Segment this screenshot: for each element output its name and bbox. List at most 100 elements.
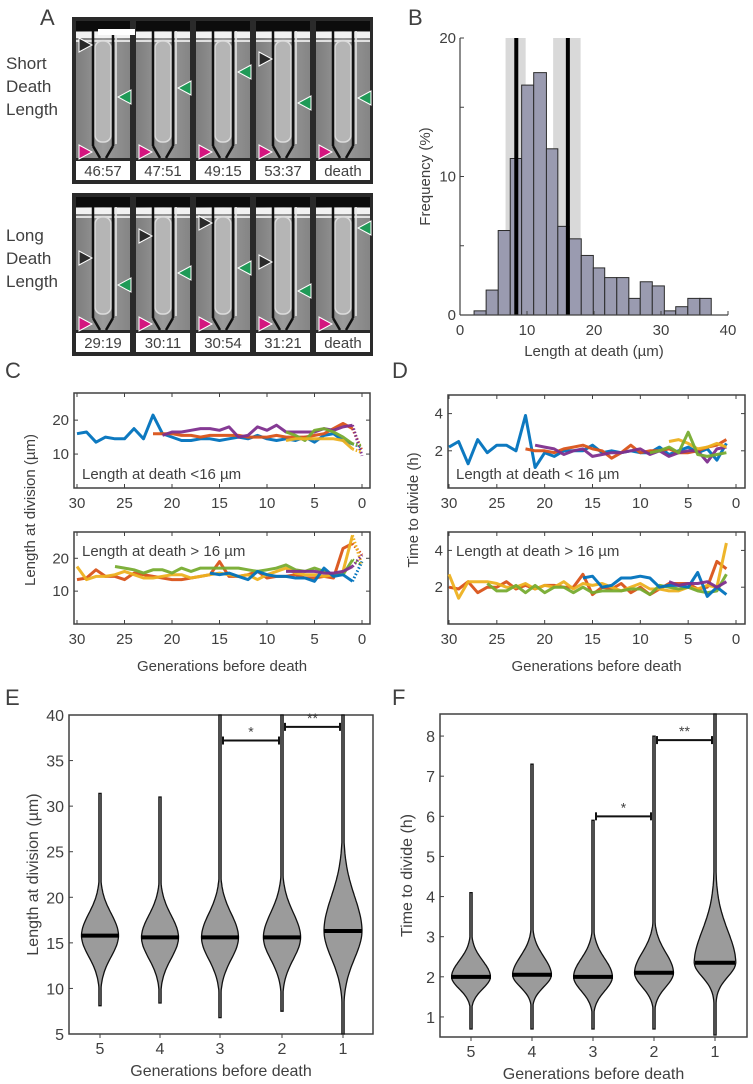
black-arrow-icon xyxy=(78,37,94,53)
plot-frame xyxy=(73,392,371,489)
x-tick-label: 0 xyxy=(358,631,366,648)
x-tick-label: 40 xyxy=(720,322,737,339)
timestamp-box xyxy=(76,333,130,352)
channel-outlet xyxy=(211,145,235,159)
green-arrow-icon xyxy=(296,283,312,299)
timestamp-label: 31:21 xyxy=(264,335,302,352)
green-arrow-icon xyxy=(176,265,192,281)
cell-body xyxy=(334,40,352,143)
violin-shape xyxy=(323,714,363,1035)
channel-outlet xyxy=(151,145,175,159)
y-tick-label: 15 xyxy=(46,936,64,953)
channel-outlet xyxy=(91,317,115,331)
subset-annotation: Length at death <16 µm xyxy=(82,466,241,483)
x-axis-label: Generations before death xyxy=(130,1063,311,1080)
yellow-series-line xyxy=(285,437,354,451)
timestamp-label: 46:57 xyxy=(84,163,122,180)
timestamp-label: death xyxy=(324,163,362,180)
trap-top-dark xyxy=(136,197,190,207)
x-axis-label: Generations before death xyxy=(511,658,681,675)
micrograph-tile: 31:21 xyxy=(256,197,312,352)
violin-shape xyxy=(633,735,675,1030)
timestamp-box xyxy=(256,161,310,180)
y-tick-label: 5 xyxy=(55,1027,64,1044)
timestamp-box xyxy=(316,161,370,180)
histogram-bar xyxy=(545,148,559,316)
histogram-bar xyxy=(568,238,582,316)
green-series-line xyxy=(285,427,354,446)
green-arrow-icon xyxy=(236,260,252,276)
panel-label-f: F xyxy=(392,685,405,710)
histogram-bar xyxy=(639,281,653,316)
y-tick-label: 30 xyxy=(46,799,64,816)
histogram-chart: 0 10 20 0 10 20 30 40 Length at death (µm) Freque… xyxy=(417,30,736,360)
y-axis-label: Time to divide (h) xyxy=(405,452,422,567)
y-tick-label: 7 xyxy=(426,769,435,786)
cell-body xyxy=(94,40,112,143)
blue-series-death-segment xyxy=(351,560,364,582)
histogram-bar xyxy=(485,289,499,316)
yellow-series-death-segment xyxy=(351,447,363,454)
x-tick-label: 10 xyxy=(259,495,276,512)
y-axis-label: Time to divide (h) xyxy=(399,814,416,937)
y-tick-label: 40 xyxy=(46,708,64,725)
histogram-bar xyxy=(521,84,535,316)
histogram-bar xyxy=(663,310,677,316)
y-tick-label: 25 xyxy=(46,845,64,862)
green-series-death-segment xyxy=(352,442,363,448)
magenta-arrow-icon xyxy=(258,144,274,160)
x-tick-label: 10 xyxy=(632,631,649,648)
significance-bracket: ** xyxy=(284,710,341,731)
y-tick-label: 20 xyxy=(439,30,456,47)
x-tick-label: 20 xyxy=(164,631,181,648)
orange-series-line xyxy=(153,422,354,439)
black-arrow-icon xyxy=(258,254,274,270)
y-axis-label: Length at division (µm) xyxy=(25,793,42,955)
magenta-arrow-icon xyxy=(198,316,214,332)
x-tick-label: 30 xyxy=(441,631,458,648)
scale-bar xyxy=(98,29,135,35)
x-tick-label: 5 xyxy=(310,631,318,648)
y-tick-label: 4 xyxy=(426,890,435,907)
x-tick-label: 5 xyxy=(310,495,318,512)
channel-outlet xyxy=(271,145,295,159)
x-tick-label: 3 xyxy=(216,1041,225,1058)
green-arrow-icon xyxy=(116,277,132,293)
short-death-length-row: Short Death Length 46:57 47:51 49:15 53:37 deat… xyxy=(6,17,373,184)
micrograph-tile: 47:51 xyxy=(136,21,192,180)
panel-label-e: E xyxy=(5,685,20,710)
trap-wall xyxy=(196,32,250,38)
y-tick-label: 10 xyxy=(439,169,456,186)
purple-series-line xyxy=(286,565,354,575)
channel-outlet xyxy=(91,145,115,159)
magenta-arrow-icon xyxy=(78,316,94,332)
timestamp-box xyxy=(256,333,310,352)
y-tick-label: 20 xyxy=(52,412,69,429)
y-tick-label: 3 xyxy=(426,930,435,947)
timestamp-box xyxy=(76,161,130,180)
purple-series-line xyxy=(668,580,728,589)
trap-top-dark xyxy=(316,21,370,31)
timestamp-label: 47:51 xyxy=(144,163,182,180)
timestamp-box xyxy=(136,333,190,352)
channel-outlet xyxy=(271,317,295,331)
trap-wall xyxy=(256,208,310,214)
x-tick-label: 20 xyxy=(536,631,553,648)
trap-top-dark xyxy=(136,21,190,31)
timestamp-box xyxy=(196,333,250,352)
micrograph-tile: 53:37 xyxy=(256,21,312,180)
yellow-series-death-segment xyxy=(351,534,364,566)
line-chart-c-top: 30 25 20 15 10 5 0 10 20 Length at death <16 µm xyxy=(52,392,371,512)
purple-series-death-segment xyxy=(351,554,364,568)
channel-outlet xyxy=(331,317,355,331)
x-tick-label: 10 xyxy=(259,631,276,648)
significance-stars: ** xyxy=(307,710,318,726)
line-chart-c-bottom: 30 25 20 15 10 5 0 10 20 Length at death > 16 µm G… xyxy=(22,434,371,675)
green-arrow-icon xyxy=(176,80,192,96)
x-tick-label: 10 xyxy=(632,495,649,512)
green-arrow-icon xyxy=(116,89,132,105)
x-tick-label: 3 xyxy=(589,1044,598,1061)
x-tick-label: 0 xyxy=(732,631,740,648)
trap-top-dark xyxy=(256,197,310,207)
